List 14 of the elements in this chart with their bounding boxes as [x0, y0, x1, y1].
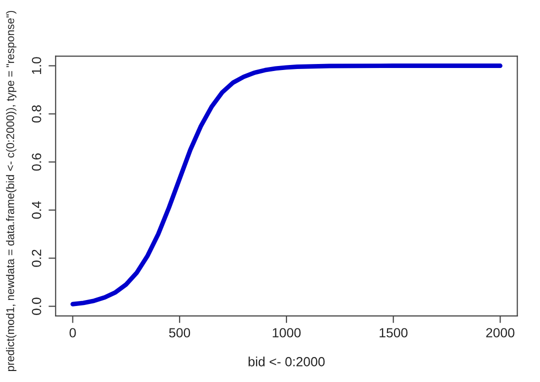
y-tick-label: 0.4 [32, 201, 42, 219]
y-tick-label: 0.0 [32, 298, 42, 315]
x-tick-label: 1000 [272, 328, 301, 338]
line-series [70, 64, 502, 306]
y-tick-label: 1.0 [32, 57, 42, 74]
x-axis-title: bid <- 0:2000 [248, 356, 325, 366]
y-tick-label: 0.6 [32, 153, 42, 171]
y-tick-label: 0.2 [32, 250, 42, 267]
y-tick-label: 0.8 [32, 105, 42, 123]
x-tick-label: 2000 [486, 328, 514, 338]
x-tick-label: 1500 [380, 328, 408, 338]
y-axis-title: predict(mod1, newdata = data.frame(bid <- c(0:2000)), type = "response") [6, 10, 16, 372]
x-tick-label: 500 [169, 328, 190, 338]
x-tick-label: 0 [70, 328, 76, 338]
